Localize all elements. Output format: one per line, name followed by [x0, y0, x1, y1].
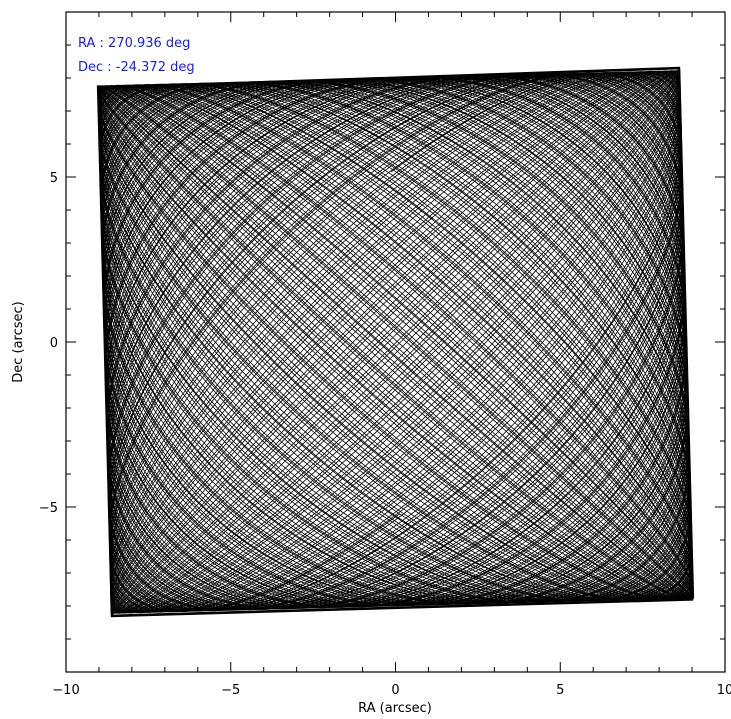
y-tick-labels: −5 0 5	[39, 171, 58, 516]
x-tick-label: −5	[221, 683, 240, 698]
axis-ticks	[65, 11, 726, 673]
x-tick-label: 5	[556, 683, 564, 698]
ra-annotation: RA : 270.936 deg	[78, 36, 190, 51]
x-axis-label: RA (arcsec)	[358, 701, 432, 716]
x-tick-label: 0	[391, 683, 399, 698]
x-tick-label: −10	[52, 683, 79, 698]
scan-boundary	[97, 66, 694, 618]
y-tick-label: −5	[39, 501, 58, 516]
x-tick-label: 10	[717, 683, 731, 698]
y-axis-label: Dec (arcsec)	[11, 301, 26, 383]
y-tick-label: 0	[50, 336, 58, 351]
y-tick-label: 5	[50, 171, 58, 186]
scan-trajectory	[96, 66, 695, 618]
scan-series-line	[96, 70, 695, 614]
x-tick-labels: −10 −5 0 5 10	[52, 683, 731, 698]
dec-annotation: Dec : -24.372 deg	[78, 60, 195, 75]
